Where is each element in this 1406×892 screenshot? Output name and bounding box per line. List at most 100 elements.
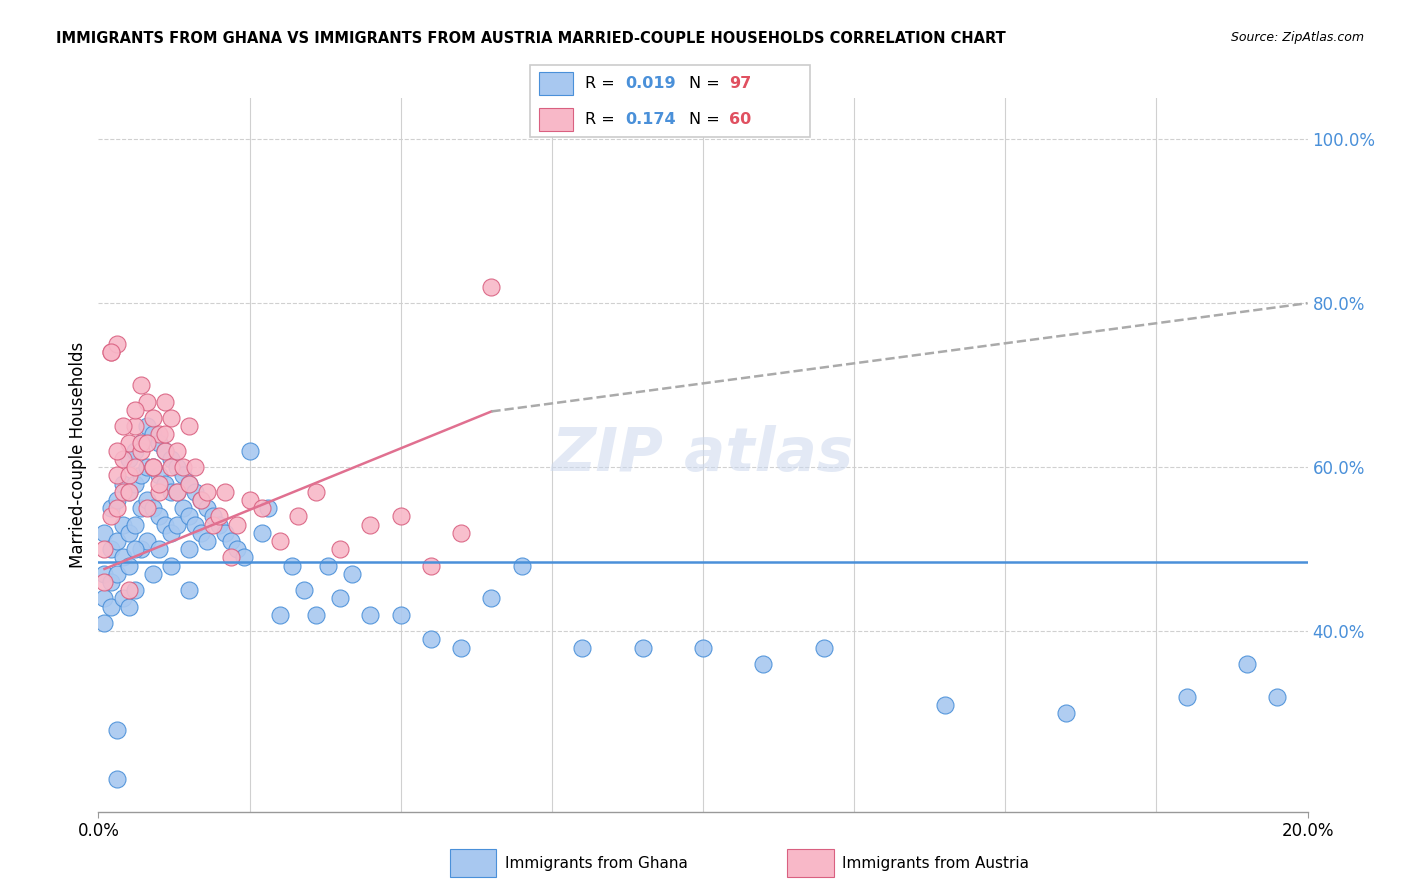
Point: [450, 525, 472, 540]
Point: [129, 468, 152, 483]
Point: [420, 558, 443, 573]
Point: [111, 476, 134, 491]
Point: [305, 607, 328, 622]
Point: [100, 575, 122, 590]
Point: [166, 460, 188, 475]
Point: [111, 517, 134, 532]
Point: [214, 525, 236, 540]
Point: [124, 583, 146, 598]
FancyBboxPatch shape: [538, 108, 574, 130]
Point: [281, 558, 304, 573]
Point: [93, 575, 115, 590]
Point: [510, 558, 533, 573]
Point: [1267, 690, 1289, 704]
Point: [100, 345, 122, 359]
Point: [1175, 690, 1198, 704]
Point: [100, 542, 122, 557]
Point: [692, 640, 714, 655]
Point: [226, 542, 249, 557]
Point: [129, 435, 152, 450]
Point: [179, 583, 201, 598]
Y-axis label: Married-couple Households: Married-couple Households: [69, 342, 87, 568]
FancyBboxPatch shape: [450, 849, 496, 877]
Point: [389, 607, 412, 622]
Point: [190, 493, 212, 508]
Point: [135, 460, 157, 475]
Point: [179, 476, 201, 491]
Point: [153, 443, 176, 458]
Point: [118, 558, 141, 573]
Point: [118, 435, 141, 450]
Point: [111, 419, 134, 434]
Text: R =: R =: [585, 112, 620, 127]
Point: [93, 566, 115, 581]
Point: [481, 591, 503, 606]
Point: [208, 517, 231, 532]
Point: [226, 517, 249, 532]
Text: ZIP atlas: ZIP atlas: [553, 425, 853, 484]
Point: [160, 484, 183, 499]
Text: N =: N =: [689, 112, 724, 127]
Point: [287, 509, 309, 524]
Text: Immigrants from Ghana: Immigrants from Ghana: [505, 855, 688, 871]
Point: [214, 484, 236, 499]
Point: [105, 501, 128, 516]
Point: [481, 279, 503, 293]
Point: [195, 501, 218, 516]
Point: [813, 640, 835, 655]
Point: [202, 517, 225, 532]
Point: [160, 411, 183, 425]
Point: [118, 484, 141, 499]
Point: [166, 517, 188, 532]
Point: [129, 501, 152, 516]
Point: [208, 509, 231, 524]
Point: [221, 534, 243, 549]
Point: [142, 501, 165, 516]
Point: [135, 501, 157, 516]
Point: [124, 476, 146, 491]
Point: [172, 460, 194, 475]
Point: [124, 419, 146, 434]
Point: [292, 583, 315, 598]
Point: [124, 517, 146, 532]
Point: [316, 558, 339, 573]
Point: [118, 452, 141, 467]
Point: [142, 427, 165, 442]
Point: [148, 435, 170, 450]
Point: [329, 542, 352, 557]
Point: [105, 337, 128, 351]
Text: 97: 97: [728, 76, 751, 91]
Point: [221, 550, 243, 565]
Point: [93, 616, 115, 631]
Point: [360, 517, 382, 532]
Point: [934, 698, 956, 712]
Point: [184, 517, 207, 532]
Point: [148, 476, 170, 491]
Point: [93, 525, 115, 540]
Point: [124, 542, 146, 557]
Point: [179, 419, 201, 434]
Point: [142, 411, 165, 425]
Point: [329, 591, 352, 606]
Point: [172, 468, 194, 483]
Point: [142, 460, 165, 475]
Point: [100, 599, 122, 614]
Text: IMMIGRANTS FROM GHANA VS IMMIGRANTS FROM AUSTRIA MARRIED-COUPLE HOUSEHOLDS CORRE: IMMIGRANTS FROM GHANA VS IMMIGRANTS FROM…: [56, 31, 1005, 46]
Text: 60: 60: [728, 112, 751, 127]
Point: [184, 460, 207, 475]
Point: [305, 484, 328, 499]
Point: [153, 427, 176, 442]
Point: [179, 476, 201, 491]
Point: [1054, 706, 1077, 721]
FancyBboxPatch shape: [530, 65, 810, 136]
Point: [118, 484, 141, 499]
Point: [111, 452, 134, 467]
Point: [239, 493, 262, 508]
Text: N =: N =: [689, 76, 724, 91]
Point: [202, 509, 225, 524]
Point: [118, 599, 141, 614]
Point: [111, 550, 134, 565]
Point: [93, 591, 115, 606]
Point: [129, 378, 152, 392]
Point: [160, 558, 183, 573]
